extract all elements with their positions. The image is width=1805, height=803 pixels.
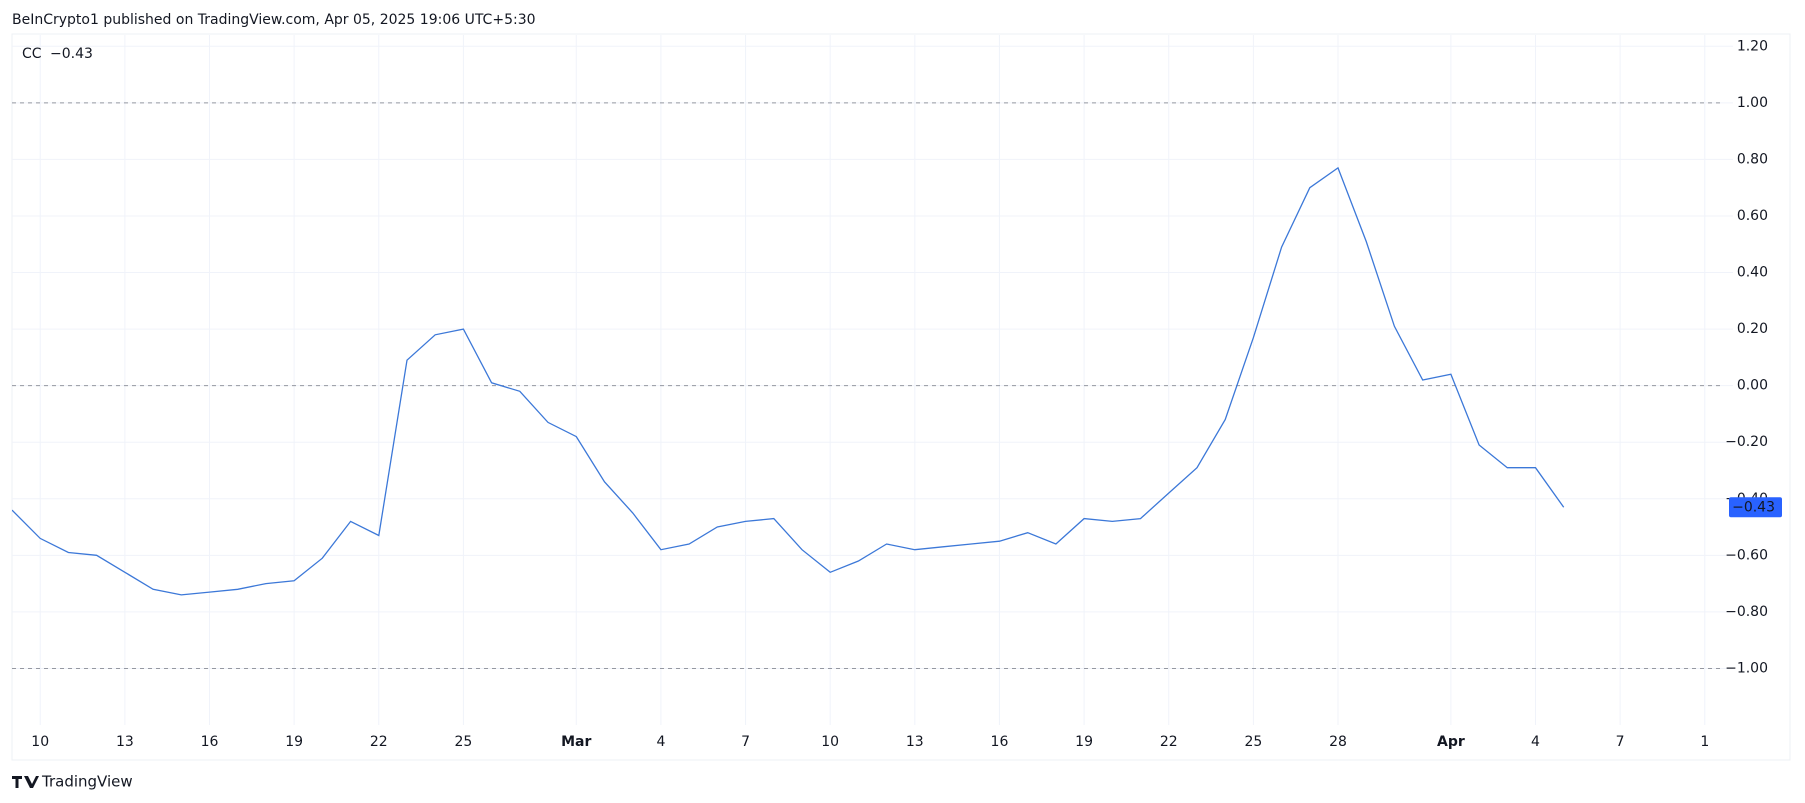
y-tick-label: 0.40 [1737,265,1768,281]
y-tick-label: 0.60 [1737,208,1768,224]
y-tick-label: 0.80 [1737,151,1768,167]
y-tick-label: 0.20 [1737,321,1768,337]
x-tick-label: 10 [821,734,839,750]
x-tick-label: 7 [1616,734,1625,750]
x-tick-label: Apr [1437,734,1465,750]
y-tick-label: −1.00 [1725,660,1768,676]
legend-value: −0.43 [50,46,93,62]
brand-name: TradingView [41,773,133,791]
y-tick-label: −0.80 [1725,604,1768,620]
x-tick-label: 13 [116,734,134,750]
x-tick-label: 10 [31,734,49,750]
x-tick-label: 25 [1244,734,1262,750]
x-tick-label: 7 [741,734,750,750]
x-tick-label: Mar [561,734,591,750]
x-tick-label: 1 [1700,734,1709,750]
y-tick-label: −0.60 [1725,547,1768,563]
x-tick-label: 19 [285,734,303,750]
price-label-box [1729,497,1782,518]
x-tick-label: 16 [991,734,1009,750]
x-tick-label: 16 [201,734,219,750]
header: BeInCrypto1 published on TradingView.com… [12,12,536,28]
series-line [12,166,1565,596]
x-tick-label: 22 [1160,734,1178,750]
chart-frame [11,33,1791,761]
x-tick-label: 4 [656,734,665,750]
y-tick-label: −0.20 [1725,434,1768,450]
legend-name: CC [22,46,42,62]
x-tick-label: 28 [1329,734,1347,750]
y-tick-label: 1.20 [1737,38,1768,54]
y-tick-label: 1.00 [1737,95,1768,111]
x-tick-label: 19 [1075,734,1093,750]
brand-logo [12,776,39,788]
x-tick-label: 25 [454,734,472,750]
price-label: −0.43 [1732,499,1775,515]
y-tick-label: 0.00 [1737,378,1768,394]
x-tick-label: 13 [906,734,924,750]
x-tick-label: 4 [1531,734,1540,750]
x-tick-label: 22 [370,734,388,750]
